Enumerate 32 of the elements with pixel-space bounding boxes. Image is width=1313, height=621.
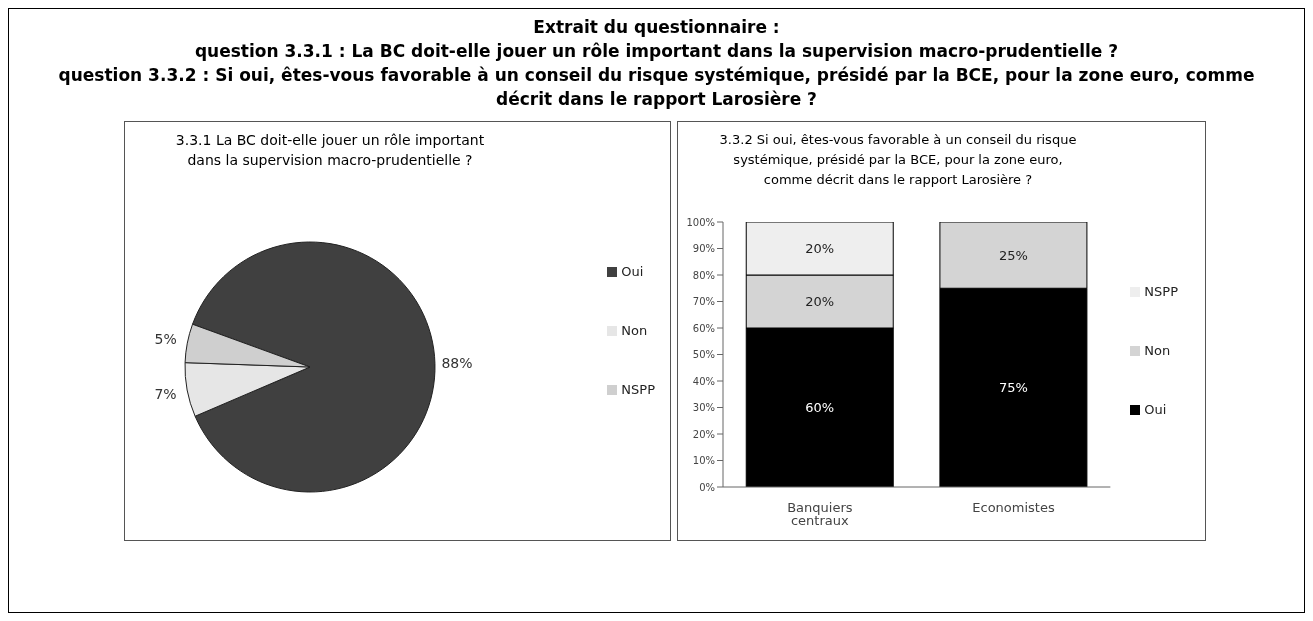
y-tick-label: 100% [686, 216, 715, 228]
legend-label: Non [621, 322, 648, 338]
data-label: 75% [998, 380, 1028, 396]
data-label: 20% [805, 294, 835, 309]
data-label: 5% [154, 330, 177, 347]
legend-label: NSPP [621, 381, 655, 397]
data-label: 88% [441, 354, 473, 371]
chart-title: 3.3.2 Si oui, êtes-vous favorable à un conseil du risque systémique, présidé par la BCE, pour la zone euro, comme décrit dans le rapport Larosière ? [718, 131, 1078, 189]
y-tick-label: 0% [699, 481, 715, 493]
data-label: 7% [154, 386, 177, 403]
legend-label: Oui [621, 263, 644, 279]
y-tick-label: 10% [692, 455, 715, 467]
y-tick-label: 50% [692, 349, 715, 361]
x-tick-label: Banquiers centraux [787, 500, 853, 529]
text: Extrait du questionnaire : [532, 16, 781, 39]
text: question 3.3.1 : La BC doit-elle jouer un rôle important dans la supervision macro-prudentielle ? [193, 40, 1120, 63]
data-label: 20% [805, 241, 835, 256]
legend-label: Non [1144, 342, 1171, 358]
data-label: 60% [805, 400, 835, 415]
y-tick-label: 30% [692, 402, 715, 414]
y-tick-label: 90% [692, 243, 715, 255]
legend-label: Oui [1144, 401, 1167, 417]
data-label: 25% [998, 247, 1028, 263]
text: question 3.3.2 : Si oui, êtes-vous favorable à un conseil du risque systémique, présidé par la BCE, pour la zone euro, comme décrit dans le rapport Larosière ? [57, 64, 1256, 111]
x-tick-label: Economistes [972, 500, 1055, 516]
y-tick-label: 40% [692, 375, 715, 387]
legend-label: NSPP [1144, 283, 1178, 299]
y-tick-label: 80% [692, 269, 715, 281]
y-tick-label: 70% [692, 296, 715, 308]
chart-title: 3.3.1 La BC doit-elle jouer un rôle important dans la supervision macro-prudentielle ? [174, 131, 486, 170]
y-tick-label: 20% [692, 428, 715, 440]
y-tick-label: 60% [692, 322, 715, 334]
